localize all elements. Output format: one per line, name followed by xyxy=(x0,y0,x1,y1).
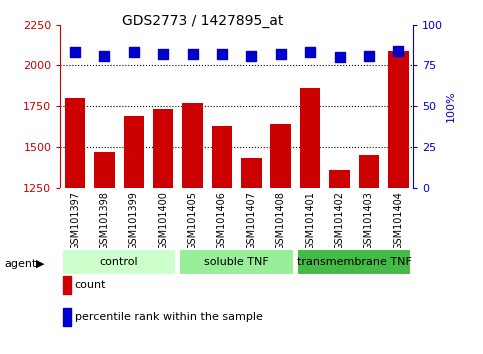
Point xyxy=(336,55,343,60)
Text: percentile rank within the sample: percentile rank within the sample xyxy=(75,312,263,322)
Bar xyxy=(182,103,203,354)
Point xyxy=(277,51,284,57)
Text: GSM101408: GSM101408 xyxy=(276,190,286,250)
FancyBboxPatch shape xyxy=(62,249,176,275)
Text: GSM101397: GSM101397 xyxy=(70,190,80,250)
Text: GSM101405: GSM101405 xyxy=(187,190,198,250)
Text: GSM101399: GSM101399 xyxy=(129,190,139,250)
Bar xyxy=(241,158,262,354)
Text: agent: agent xyxy=(5,259,37,269)
Bar xyxy=(212,126,232,354)
Text: GSM101401: GSM101401 xyxy=(305,190,315,250)
Text: GSM101404: GSM101404 xyxy=(393,190,403,250)
Text: GSM101402: GSM101402 xyxy=(335,190,344,250)
Bar xyxy=(329,170,350,354)
Text: GDS2773 / 1427895_at: GDS2773 / 1427895_at xyxy=(122,14,284,28)
Text: soluble TNF: soluble TNF xyxy=(204,257,269,267)
FancyBboxPatch shape xyxy=(297,249,412,275)
Bar xyxy=(300,88,320,354)
Point xyxy=(100,53,108,58)
Point xyxy=(395,48,402,54)
Text: GSM101407: GSM101407 xyxy=(246,190,256,250)
Point xyxy=(218,51,226,57)
Text: transmembrane TNF: transmembrane TNF xyxy=(297,257,412,267)
Point xyxy=(130,50,138,55)
Bar xyxy=(388,51,409,354)
Point xyxy=(365,53,373,58)
Bar xyxy=(94,152,115,354)
Y-axis label: 100%: 100% xyxy=(446,90,456,122)
Point xyxy=(247,53,255,58)
Bar xyxy=(65,98,85,354)
FancyBboxPatch shape xyxy=(179,249,294,275)
Text: GSM101406: GSM101406 xyxy=(217,190,227,250)
Text: ▶: ▶ xyxy=(36,259,45,269)
Text: GSM101398: GSM101398 xyxy=(99,190,110,250)
Text: count: count xyxy=(75,280,106,290)
Point xyxy=(189,51,197,57)
Bar xyxy=(270,124,291,354)
Text: GSM101403: GSM101403 xyxy=(364,190,374,250)
Text: control: control xyxy=(100,257,139,267)
Bar xyxy=(153,109,173,354)
Bar xyxy=(358,155,379,354)
Point xyxy=(71,50,79,55)
Bar xyxy=(124,116,144,354)
Text: GSM101400: GSM101400 xyxy=(158,190,168,250)
Point xyxy=(306,50,314,55)
Point xyxy=(159,51,167,57)
